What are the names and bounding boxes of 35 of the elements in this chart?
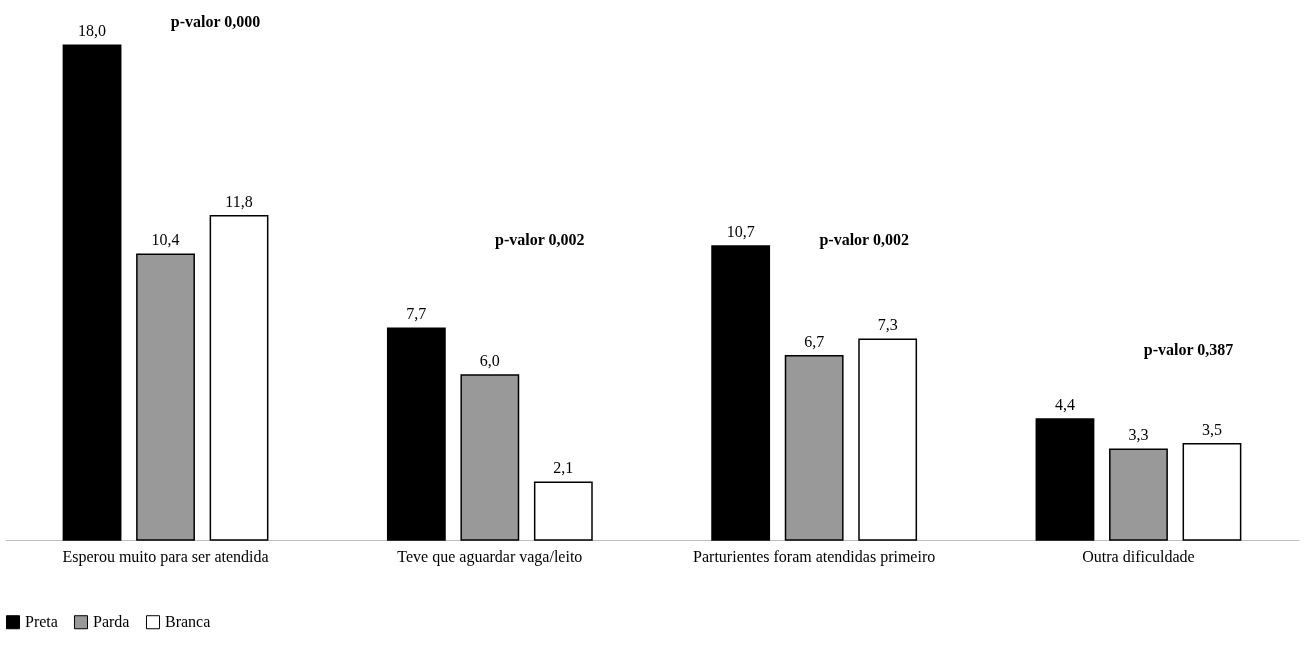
bar xyxy=(460,374,520,541)
bar xyxy=(784,355,844,541)
data-label: 4,4 xyxy=(1054,396,1075,414)
bar xyxy=(136,253,195,541)
annotation: p-valor 0,387 xyxy=(1143,341,1234,359)
bar xyxy=(62,44,122,541)
data-label: 18,0 xyxy=(78,22,107,40)
x-tick-label: Teve que aguardar vaga/leito xyxy=(397,547,583,566)
data-label: 7,7 xyxy=(406,305,427,323)
x-tick-label: Outra dificuldade xyxy=(1082,547,1195,565)
bar xyxy=(1182,443,1242,541)
bar xyxy=(209,214,269,541)
data-label: 2,1 xyxy=(553,459,574,477)
annotation: p-valor 0,002 xyxy=(819,231,909,249)
bar xyxy=(711,245,771,541)
data-label: 10,7 xyxy=(726,222,755,240)
bar xyxy=(858,338,918,541)
data-label: 6,7 xyxy=(804,332,825,350)
data-label: 6,0 xyxy=(479,352,500,370)
x-tick-label: Esperou muito para ser atendida xyxy=(62,547,269,566)
bar xyxy=(1035,418,1095,541)
legend-label: Branca xyxy=(165,613,211,631)
data-label: 7,3 xyxy=(877,316,898,334)
legend-label: Preta xyxy=(25,613,58,631)
data-label: 11,8 xyxy=(225,192,253,210)
bar xyxy=(386,327,446,541)
data-label: 10,4 xyxy=(151,231,180,249)
annotation: p-valor 0,002 xyxy=(495,231,585,249)
x-tick-label: Parturientes foram atendidas primeiro xyxy=(693,547,936,566)
data-label: 3,3 xyxy=(1128,426,1149,444)
text: p-valor 0,000 xyxy=(170,13,261,31)
bar xyxy=(533,481,593,541)
bar xyxy=(1109,448,1168,541)
data-label: 3,5 xyxy=(1201,420,1222,438)
legend-label: Parda xyxy=(93,613,130,631)
